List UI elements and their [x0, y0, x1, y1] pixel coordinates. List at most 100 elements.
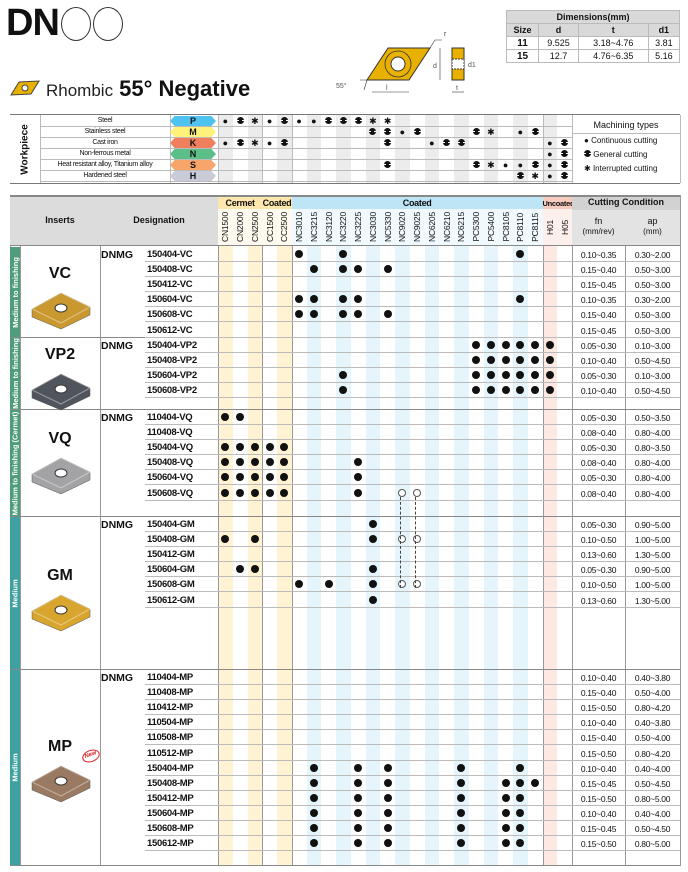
filled-dot-icon: [354, 488, 363, 497]
filled-dot-icon: [501, 808, 510, 817]
depth-of-cut-value: 0.80~5.00: [634, 793, 671, 804]
filled-dot-icon: [236, 473, 245, 482]
grade-label-text: NC3030: [367, 212, 378, 242]
depth-of-cut-value: 0.40~4.00: [634, 808, 671, 819]
grade-label: NC9025: [410, 210, 425, 244]
filled-dot-icon: [309, 778, 318, 787]
table-row: 150612-GM 0.13~0.60 1.30~5.00: [145, 593, 680, 608]
filled-dot-icon: [236, 413, 245, 421]
table-row: 150412-MP 0.15~0.50 0.80~5.00: [145, 791, 680, 806]
column-tint: [542, 245, 558, 866]
insert-dimension-diagram: r d d1 l t 55°: [336, 31, 476, 93]
depth-of-cut-value: 0.50~4.50: [634, 778, 671, 789]
designation-code: 150612-MP: [147, 838, 194, 850]
feed-value: 0.05~0.30: [580, 443, 617, 454]
filled-dot-icon: [516, 371, 525, 380]
grade-label-text: H01: [544, 219, 555, 235]
grade-label: NC3225: [351, 210, 366, 244]
interrupted-cutting-icon: ✱: [383, 116, 392, 126]
general-cutting-icon: [528, 127, 543, 138]
dimensions-table: Dimensions(mm) Size d t d1 11 9.525 3.18~4.76…: [505, 10, 681, 63]
application-label: Medium to finishing (Cermet): [10, 411, 20, 515]
filled-dot-icon: [265, 488, 274, 497]
designation-code: 150612-GM: [147, 594, 195, 606]
table-row: 150608-GM 0.10~0.50 1.00~5.00: [145, 577, 680, 593]
feed-value: 0.10~0.40: [580, 718, 617, 729]
filled-dot-icon: [354, 793, 363, 802]
filled-dot-icon: [457, 793, 466, 802]
depth-of-cut-value: 0.50~4.50: [634, 356, 671, 367]
depth-of-cut-value: 1.30~5.00: [634, 595, 671, 606]
filled-dot-icon: [354, 310, 363, 319]
filled-dot-icon: [236, 565, 245, 574]
material-code-badge: N: [170, 149, 216, 159]
feed-value: 0.10~0.35: [580, 295, 617, 306]
feed-value: 0.05~0.30: [580, 520, 617, 530]
filled-dot-icon: [531, 778, 540, 787]
machining-types-legend: Machining types ● Continuous cutting Gen…: [572, 116, 680, 183]
dimension-row: 15 12.7 4.76~6.35 5.16: [505, 49, 681, 63]
application-band: Medium to finishing: [10, 338, 20, 409]
feed-value: 0.10~0.40: [580, 673, 617, 683]
workpiece-name: Non-ferrous metal: [79, 150, 131, 157]
material-code-badge: K: [170, 138, 216, 148]
filled-dot-icon: [354, 265, 363, 274]
table-row: 150612-VC 0.15~0.45 0.50~3.00: [145, 323, 680, 338]
column-tint: [454, 115, 469, 183]
depth-of-cut-value: 0.80~4.20: [634, 703, 671, 714]
depth-of-cut-value: 0.50~4.50: [634, 824, 671, 834]
column-tint: [395, 245, 410, 866]
grade-label-text: PC5400: [485, 212, 496, 242]
depth-of-cut-value: 0.10~3.00: [634, 371, 671, 382]
depth-of-cut-value: 0.50~3.00: [634, 325, 671, 336]
hollow-dot-icon: [398, 488, 407, 497]
application-band: Medium to finishing (Cermet): [10, 410, 20, 516]
column-tint: [513, 115, 528, 183]
filled-dot-icon: [265, 458, 274, 467]
column-tint: [395, 115, 410, 183]
filled-dot-icon: [221, 413, 230, 421]
dimension-row: 11 9.525 3.18~4.76 3.81: [505, 36, 681, 50]
workpiece-row: Non-ferrous metal N ●: [40, 149, 572, 160]
table-row: 150404-VP2 0.05~0.30 0.10~3.00: [145, 338, 680, 353]
table-row: 150408-GM 0.10~0.50 1.00~5.00: [145, 532, 680, 548]
grade-label: NC9020: [395, 210, 410, 244]
filled-dot-icon: [501, 793, 510, 802]
table-row: 150612-MP 0.15~0.50 0.80~5.00: [145, 836, 680, 852]
workpiece-row: Hardened steel H ✱ ●: [40, 171, 572, 182]
hollow-dots-connector: [400, 497, 416, 588]
insert-section-vp2: Medium to finishing VP2 DNMG 150404-VP2 0.05…: [10, 338, 680, 411]
continuous-cutting-icon: ●: [547, 138, 553, 148]
hollow-dot-icon: [413, 535, 422, 544]
depth-of-cut-value: 0.80~4.00: [634, 428, 671, 439]
filled-dot-icon: [545, 371, 554, 380]
general-cutting-icon: [380, 160, 395, 171]
continuous-cutting-icon: ●: [311, 116, 317, 126]
filled-dot-icon: [383, 824, 392, 832]
column-divider: [218, 115, 219, 183]
grade-label: NC3030: [366, 210, 381, 244]
grade-label: NC6205: [425, 210, 440, 244]
grade-label: CN2500: [248, 210, 263, 244]
depth-of-cut-value: 0.80~4.00: [634, 458, 671, 469]
filled-dot-icon: [531, 371, 540, 380]
grade-label-text: NC9025: [412, 212, 423, 242]
filled-dot-icon: [236, 488, 245, 497]
grade-header-tint: [262, 209, 292, 245]
workpiece-row: Stainless steel M ● ✱ ●: [40, 127, 572, 138]
insert-name: GM: [47, 567, 73, 584]
table-row: 150404-GM 0.05~0.30 0.90~5.00: [145, 517, 680, 532]
table-row: 150408-VC 0.15~0.40 0.50~3.00: [145, 262, 680, 278]
depth-of-cut-value: 0.90~5.00: [634, 565, 671, 576]
designation-prefix: DNMG: [101, 519, 134, 531]
depth-of-cut-value: 0.50~4.00: [634, 733, 671, 744]
material-code-badge: S: [170, 160, 216, 170]
feed-value: 0.15~0.40: [580, 265, 617, 276]
table-row: 110408-MP 0.15~0.40 0.50~4.00: [145, 685, 680, 701]
general-cutting-icon: [513, 171, 528, 182]
material-code-badge: M: [170, 127, 216, 137]
filled-dot-icon: [486, 386, 495, 395]
grade-header-tint: [218, 209, 263, 245]
filled-dot-icon: [295, 295, 304, 304]
workpiece-name: Steel: [97, 117, 113, 124]
